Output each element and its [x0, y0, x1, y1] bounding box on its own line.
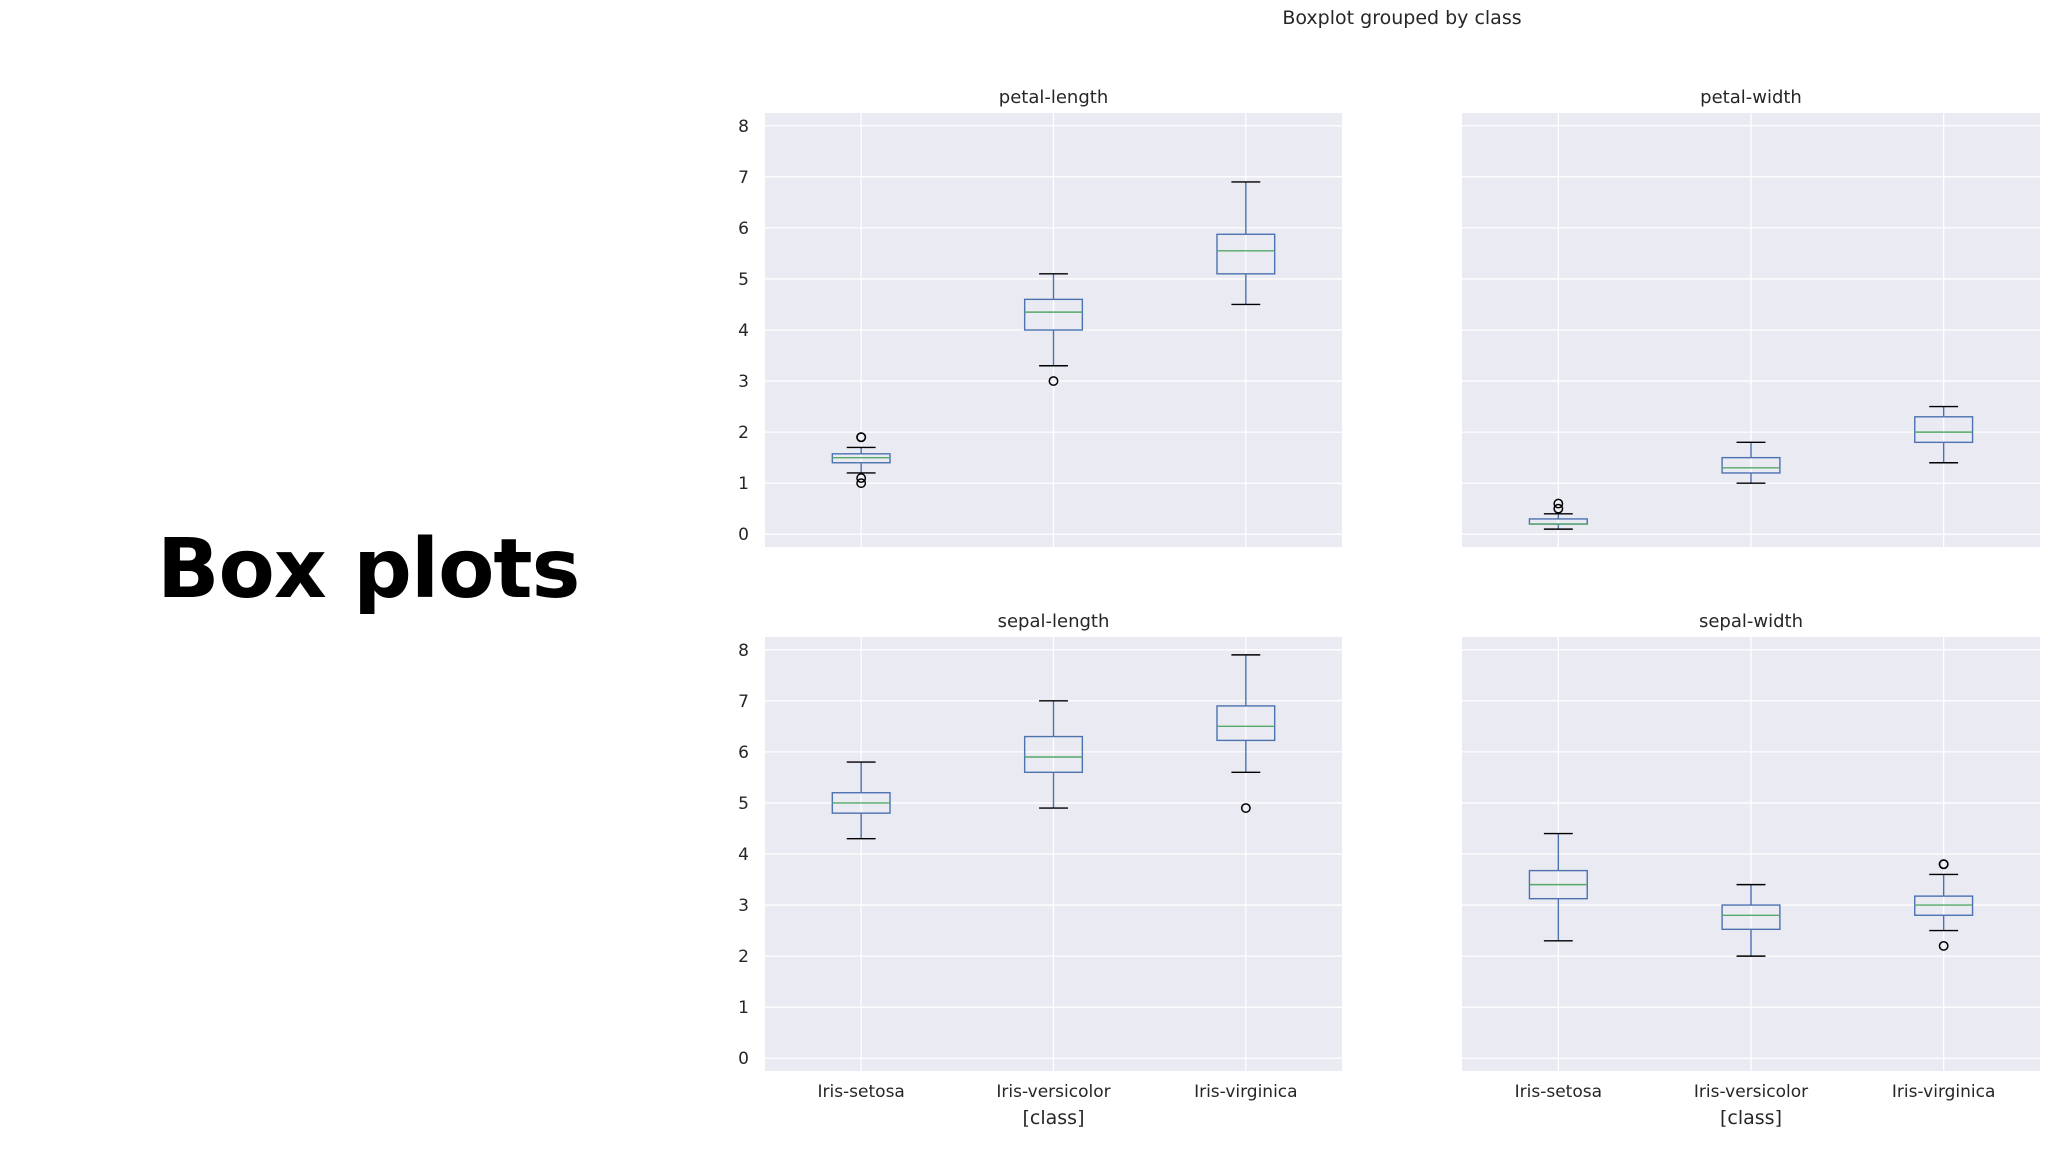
box-iris-virginica — [1216, 654, 1276, 813]
x-tick-label-iris-versicolor: Iris-versicolor — [1694, 1082, 1808, 1102]
subplot-title: sepal-width — [1699, 611, 1803, 632]
y-tick-label: 5 — [738, 270, 749, 290]
y-tick-label: 0 — [738, 1049, 749, 1069]
subplot-petal-width: petal-width — [1462, 87, 2040, 547]
y-tick-label: 7 — [738, 692, 749, 712]
iqr-box — [1914, 416, 1974, 444]
outlier-point — [1553, 503, 1564, 514]
x-tick-label-iris-versicolor: Iris-versicolor — [996, 1082, 1110, 1102]
y-tick-label: 4 — [738, 321, 749, 341]
outlier-point — [856, 473, 867, 484]
outlier-point — [1938, 859, 1949, 870]
box-iris-versicolor — [1023, 700, 1084, 809]
box-iris-setosa — [1528, 498, 1588, 530]
outlier-point — [1938, 940, 1949, 951]
iqr-box — [1023, 735, 1084, 774]
subplot-title: petal-length — [999, 87, 1108, 108]
outlier-point — [1553, 498, 1564, 509]
outlier-point — [1240, 803, 1251, 813]
y-tick-label: 6 — [738, 743, 749, 763]
subplot-petal-length: petal-length 0 1 2 3 4 5 6 7 8 — [738, 87, 1342, 547]
box-iris-virginica — [1914, 859, 1974, 951]
outlier-point — [856, 432, 867, 443]
iqr-box — [1216, 705, 1276, 742]
y-tick-label: 7 — [738, 168, 749, 188]
x-tick-label-iris-setosa: Iris-setosa — [1515, 1082, 1602, 1102]
iqr-box — [1721, 904, 1781, 931]
y-tick-label: 1 — [738, 998, 749, 1018]
chart-title: Boxplot grouped by class — [1282, 7, 1521, 29]
x-tick-label-iris-virginica: Iris-virginica — [1892, 1082, 1996, 1102]
outlier-point — [1048, 376, 1059, 387]
subplot-title: petal-width — [1700, 87, 1802, 108]
box-iris-setosa — [1528, 832, 1588, 942]
box-iris-versicolor — [1023, 273, 1084, 387]
y-tick-label: 3 — [738, 372, 749, 392]
box-iris-versicolor — [1721, 441, 1781, 484]
y-tick-label: 8 — [738, 117, 749, 137]
y-tick-label: 1 — [738, 474, 749, 494]
y-tick-label: 4 — [738, 845, 749, 865]
y-tick-label: 0 — [738, 525, 749, 545]
outlier-point — [856, 478, 867, 489]
y-tick-label: 2 — [738, 947, 749, 967]
x-tick-label-iris-setosa: Iris-setosa — [817, 1082, 904, 1102]
y-tick-label: 3 — [738, 896, 749, 916]
box-iris-versicolor — [1721, 883, 1781, 957]
y-tick-label: 5 — [738, 794, 749, 814]
iqr-box — [1023, 298, 1084, 331]
subplot-title: sepal-length — [998, 611, 1110, 632]
box-iris-virginica — [1914, 405, 1974, 464]
iqr-box — [1721, 456, 1781, 474]
box-iris-setosa — [831, 432, 891, 489]
box-iris-virginica — [1216, 181, 1276, 306]
x-axis-label: [class] — [1023, 1107, 1085, 1129]
y-tick-label: 6 — [738, 219, 749, 239]
x-tick-label-iris-virginica: Iris-virginica — [1194, 1082, 1298, 1102]
slide-title: Box plots — [157, 522, 580, 617]
y-tick-label: 2 — [738, 423, 749, 443]
subplot-sepal-width: sepal-width Iris-setosa Iris-versicolor Iri… — [1462, 611, 2040, 1129]
y-tick-label: 8 — [738, 641, 749, 661]
subplot-panels: petal-length 0 1 2 3 4 5 6 7 8 petal-width sepal-le… — [738, 87, 2040, 1129]
box-iris-setosa — [831, 761, 891, 840]
subplot-sepal-length: sepal-length 0 1 2 3 4 5 6 7 8 Iris-setosa Iris-ver… — [738, 611, 1342, 1129]
iqr-box — [1216, 233, 1276, 275]
x-axis-label: [class] — [1720, 1107, 1782, 1129]
